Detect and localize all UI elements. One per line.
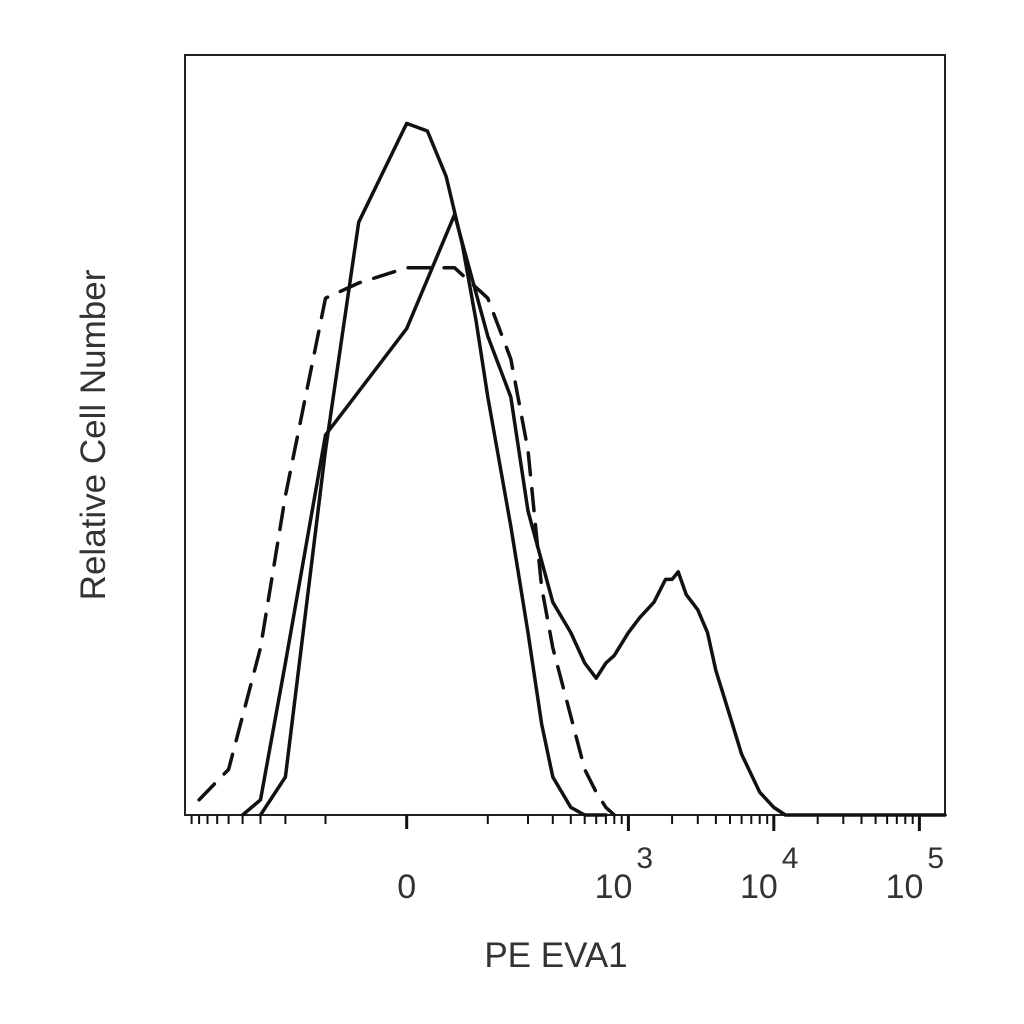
plot-frame [184,54,946,816]
x-axis-ticks [190,815,921,831]
x-tick-label: 10 [740,868,778,906]
x-tick-label: 10 [595,868,633,906]
series-3-curve [240,212,947,817]
x-tick-label: 10 [886,868,924,906]
series-2-curve [197,266,617,817]
x-axis-title: PE EVA1 [484,936,627,975]
series-1-curve [258,121,608,817]
x-tick-label-exponent: 4 [782,842,799,875]
x-tick-label-exponent: 5 [927,842,944,875]
x-tick-label-exponent: 3 [636,842,653,875]
x-tick-label: 0 [397,868,416,906]
y-axis-title: Relative Cell Number [74,269,113,600]
series-layer [197,121,947,817]
